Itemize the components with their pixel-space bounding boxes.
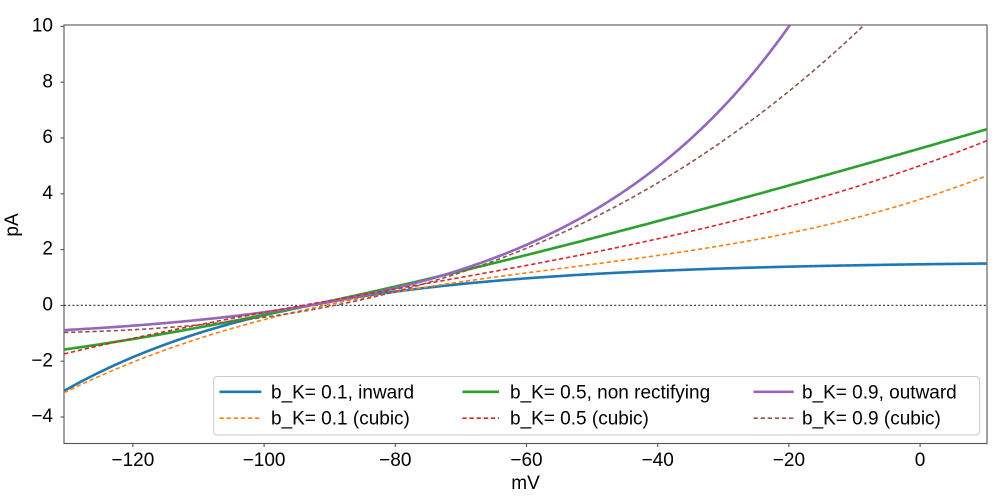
svg-text:10: 10 xyxy=(32,16,53,37)
svg-text:0: 0 xyxy=(42,295,53,316)
svg-text:−20: −20 xyxy=(773,450,805,471)
svg-text:6: 6 xyxy=(42,127,53,148)
svg-text:pA: pA xyxy=(2,213,23,237)
svg-text:−120: −120 xyxy=(112,450,155,471)
svg-text:−4: −4 xyxy=(31,406,53,427)
svg-text:8: 8 xyxy=(42,71,53,92)
svg-text:2: 2 xyxy=(42,239,53,260)
svg-text:−2: −2 xyxy=(31,350,53,371)
svg-text:b_K= 0.1 (cubic): b_K= 0.1 (cubic) xyxy=(271,409,410,430)
svg-text:b_K= 0.1, inward: b_K= 0.1, inward xyxy=(271,382,414,403)
svg-text:−80: −80 xyxy=(379,450,411,471)
svg-text:−100: −100 xyxy=(243,450,286,471)
svg-text:4: 4 xyxy=(42,183,53,204)
svg-text:mV: mV xyxy=(511,473,540,494)
svg-text:b_K= 0.9, outward: b_K= 0.9, outward xyxy=(802,382,957,403)
svg-text:0: 0 xyxy=(915,450,926,471)
svg-text:b_K= 0.5 (cubic): b_K= 0.5 (cubic) xyxy=(510,409,649,430)
svg-text:b_K= 0.5, non rectifying: b_K= 0.5, non rectifying xyxy=(510,382,710,403)
svg-text:b_K= 0.9 (cubic): b_K= 0.9 (cubic) xyxy=(802,409,941,430)
svg-text:−60: −60 xyxy=(510,450,542,471)
svg-text:−40: −40 xyxy=(642,450,674,471)
